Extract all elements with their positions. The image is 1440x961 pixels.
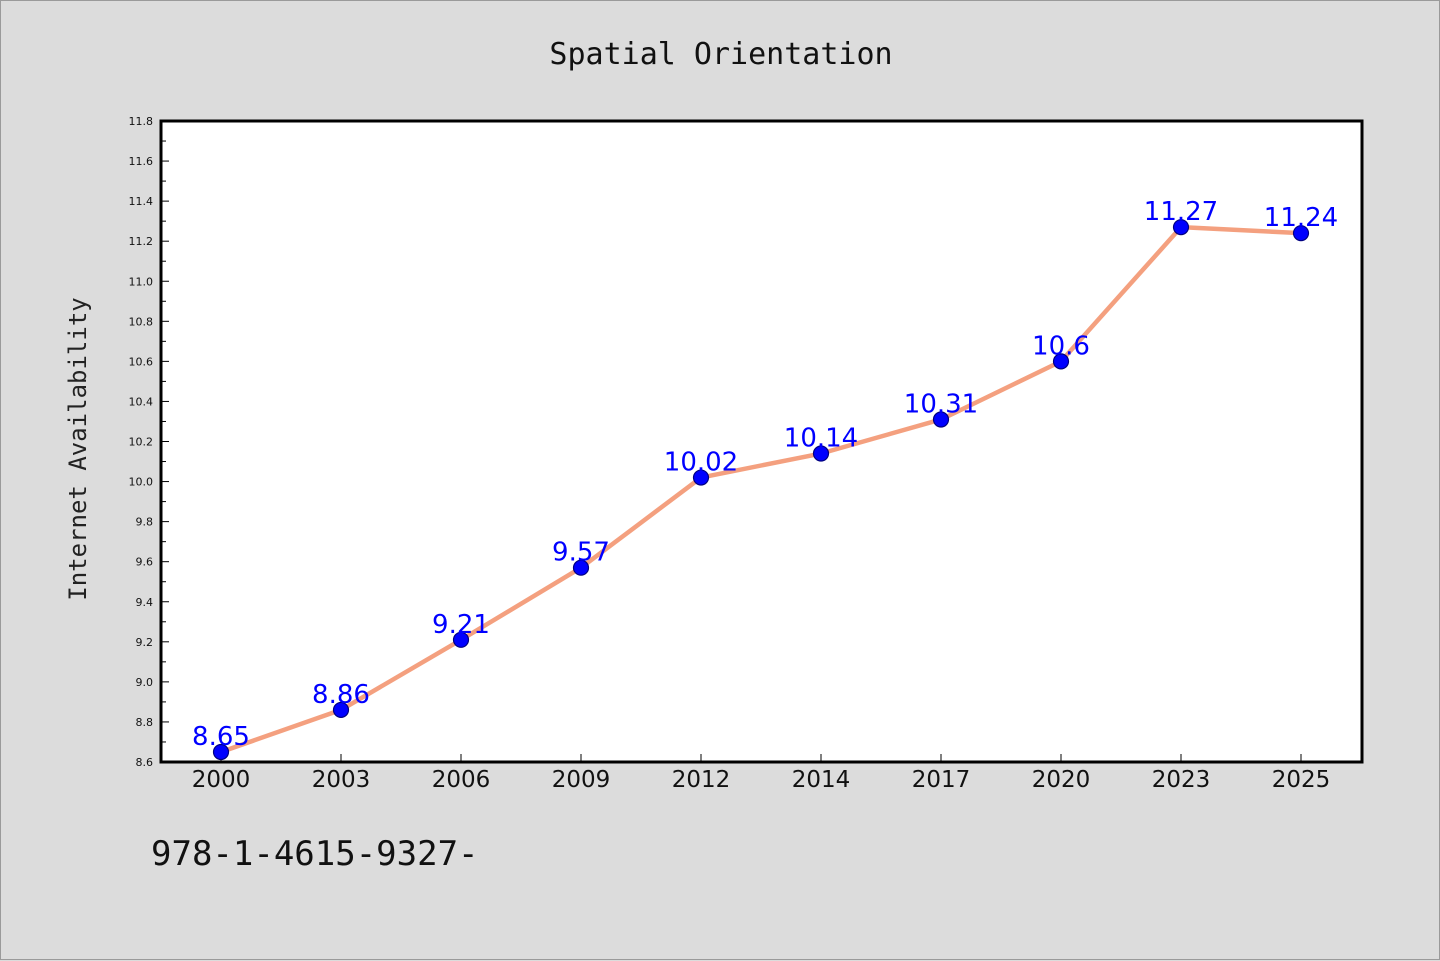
y-tick-label: 10.0: [129, 476, 154, 489]
data-label: 9.21: [432, 610, 490, 640]
x-tick-label: 2025: [1272, 767, 1331, 793]
data-point: [332, 701, 350, 719]
y-tick-label: 8.6: [136, 756, 154, 769]
y-tick-label: 11.8: [129, 115, 154, 128]
data-label: 10.6: [1032, 331, 1090, 361]
x-tick-label: 2020: [1032, 767, 1091, 793]
data-point: [1052, 353, 1070, 370]
y-axis-label: Internet Availability: [64, 297, 92, 600]
y-tick-label: 9.0: [136, 676, 154, 689]
data-label: 8.65: [192, 722, 250, 752]
plot-border: [159, 119, 1364, 764]
x-tick-label: 2023: [1152, 767, 1211, 793]
y-tick-label: 9.4: [136, 596, 154, 609]
y-tick-label: 9.2: [136, 636, 154, 649]
data-label: 11.24: [1264, 203, 1338, 233]
x-tick-label: 2009: [552, 767, 611, 793]
x-axis-ticks: 2000 2003 2006 2009 2012 2014 2017 2020 2023 2025: [192, 754, 1331, 793]
data-label: 8.86: [312, 680, 370, 710]
series-layer: 8.65 8.86 9.21 9.57 10.02 10.14 10.31 10.6 11.27…: [192, 197, 1338, 761]
data-point: [1172, 219, 1190, 236]
y-axis-ticks: 8.6 8.8 9.0 9.2 9.4 9.6 9.8 10.0 10.2 10.4 10.6 10.…: [129, 115, 169, 769]
y-tick-label: 11.2: [129, 235, 154, 248]
series-line: [218, 224, 1304, 755]
data-label: 9.57: [552, 538, 610, 568]
y-tick-label: 10.2: [129, 436, 154, 449]
y-tick-label: 10.6: [129, 355, 154, 368]
x-tick-label: 2006: [432, 767, 491, 793]
y-tick-label: 11.4: [129, 195, 154, 208]
x-tick-label: 2000: [192, 767, 251, 793]
data-point: [692, 469, 710, 486]
x-tick-label: 2017: [912, 767, 971, 793]
data-point: [812, 445, 830, 462]
chart-title: Spatial Orientation: [549, 37, 892, 72]
y-tick-label: 9.8: [136, 516, 154, 529]
y-tick-label: 10.8: [129, 315, 154, 328]
x-tick-label: 2012: [672, 767, 731, 793]
data-point: [572, 559, 590, 576]
data-label: 10.31: [904, 389, 978, 419]
data-label: 10.02: [664, 448, 738, 478]
data-point: [932, 411, 950, 428]
data-point: [212, 743, 230, 761]
plot-area: [161, 121, 1362, 762]
x-tick-label: 2003: [312, 767, 371, 793]
x-tick-label: 2014: [792, 767, 851, 793]
y-tick-label: 9.6: [136, 556, 154, 569]
y-tick-label: 11.0: [129, 275, 154, 288]
data-point: [452, 631, 470, 648]
footer-code: 978-1-4615-9327-: [151, 834, 479, 874]
data-label: 10.14: [784, 424, 858, 454]
y-tick-label: 10.4: [129, 395, 154, 408]
y-tick-label: 11.6: [129, 155, 154, 168]
y-tick-label: 8.8: [136, 716, 154, 729]
data-point: [1292, 225, 1310, 242]
data-label: 11.27: [1144, 197, 1218, 227]
